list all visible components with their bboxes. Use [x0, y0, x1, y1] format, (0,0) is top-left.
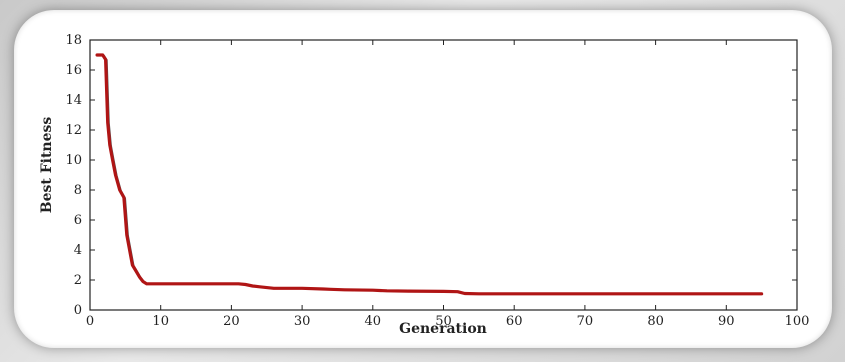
y-axis-ticks: 0 2 4 6 8 10 12 14 16 18	[65, 33, 797, 318]
y-tick-label: 0	[74, 303, 82, 318]
y-tick-label: 16	[65, 63, 82, 78]
x-tick-label: 90	[718, 314, 735, 329]
y-tick-label: 18	[65, 33, 82, 48]
y-tick-label: 12	[65, 123, 82, 138]
x-tick-label: 100	[785, 314, 810, 329]
plot-area	[89, 39, 798, 311]
y-tick-label: 8	[74, 183, 82, 198]
series-line	[95, 53, 764, 296]
y-tick-label: 10	[65, 153, 82, 168]
x-tick-label: 70	[577, 314, 594, 329]
x-tick-label: 20	[223, 314, 240, 329]
x-tick-label: 30	[294, 314, 311, 329]
y-tick-label: 2	[74, 273, 82, 288]
y-tick-label: 14	[65, 93, 82, 108]
x-tick-label: 40	[365, 314, 382, 329]
y-tick-label: 6	[74, 213, 82, 228]
y-axis-label: Best Fitness	[39, 117, 55, 214]
x-tick-label: 0	[86, 314, 94, 329]
y-tick-label: 4	[74, 243, 82, 258]
x-tick-label: 60	[506, 314, 523, 329]
x-tick-label: 10	[152, 314, 169, 329]
x-axis-label: Generation	[399, 321, 487, 337]
x-axis-ticks: 0 10 20 30 40 50 60 70 80 90 100	[86, 40, 810, 329]
x-tick-label: 80	[647, 314, 664, 329]
x-tick-label: 50	[435, 314, 452, 329]
